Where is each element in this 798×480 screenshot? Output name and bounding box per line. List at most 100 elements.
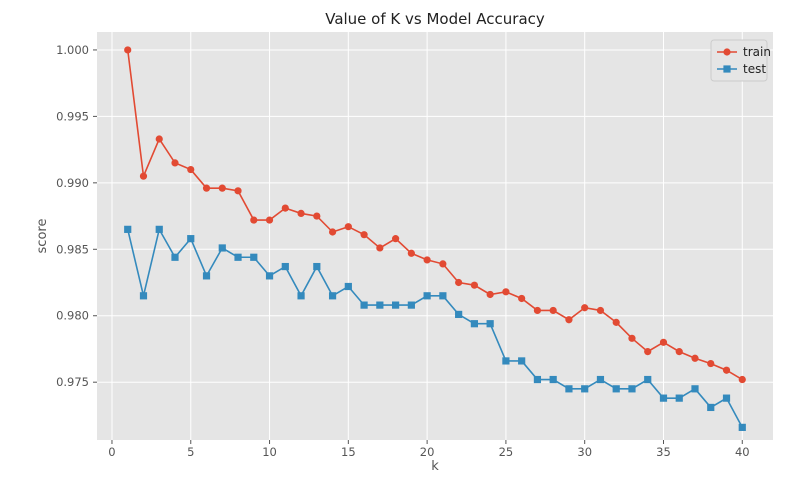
- data-point-train: [218, 184, 226, 192]
- x-axis-ticks: 0 5 10 15 20 25 30 35 40: [108, 440, 750, 459]
- x-tick-label: 5: [187, 445, 194, 459]
- data-point-train: [707, 359, 715, 368]
- data-point-test: [581, 385, 589, 393]
- data-point-train: [202, 184, 211, 192]
- series-line-test: [126, 227, 743, 428]
- data-point-train: [675, 348, 683, 356]
- data-point-train: [187, 165, 195, 174]
- data-point-test: [612, 385, 620, 393]
- y-axis-ticks: 0.975 0.980 0.985 0.990 0.995 1.000: [56, 43, 97, 389]
- data-point-train: [124, 46, 132, 54]
- y-tick-label: 1.000: [56, 43, 89, 57]
- data-point-train: [328, 228, 337, 236]
- data-point-test: [344, 282, 352, 291]
- series-test: [124, 225, 746, 431]
- data-point-train: [281, 204, 289, 212]
- data-point-train: [738, 375, 746, 384]
- data-point-train: [360, 231, 368, 239]
- data-point-train: [407, 249, 415, 257]
- data-point-train: [628, 334, 636, 342]
- data-point-test: [738, 423, 746, 431]
- legend-marker-train: [723, 48, 731, 56]
- data-point-train: [486, 290, 494, 299]
- data-point-test: [707, 403, 715, 412]
- x-tick-label: 30: [577, 445, 592, 459]
- series-layer: [124, 46, 746, 431]
- data-point-train: [691, 354, 699, 362]
- y-tick-label: 0.990: [56, 176, 89, 190]
- data-point-train: [722, 366, 731, 374]
- data-point-train: [455, 278, 463, 287]
- data-point-train: [549, 306, 557, 315]
- data-point-test: [360, 301, 368, 309]
- data-point-test: [187, 235, 195, 243]
- data-point-test: [722, 394, 731, 402]
- y-tick-label: 0.980: [56, 309, 89, 323]
- data-point-test: [250, 253, 258, 261]
- series-line-train: [126, 49, 743, 381]
- x-tick-label: 20: [420, 445, 435, 459]
- x-tick-label: 25: [499, 445, 514, 459]
- data-point-test: [549, 375, 557, 384]
- data-point-test: [328, 292, 337, 300]
- data-point-train: [565, 316, 573, 324]
- data-point-test: [518, 357, 526, 365]
- data-point-train: [423, 256, 431, 264]
- data-point-test: [691, 385, 699, 393]
- data-point-test: [533, 375, 542, 384]
- data-point-test: [392, 301, 400, 309]
- data-point-train: [171, 159, 179, 167]
- series-train: [124, 46, 746, 384]
- chart-title: Value of K vs Model Accuracy: [325, 10, 545, 28]
- data-point-test: [139, 292, 148, 300]
- data-point-test: [486, 320, 494, 328]
- data-point-train: [313, 212, 321, 220]
- y-axis-label: score: [35, 219, 50, 254]
- data-point-test: [376, 301, 384, 309]
- data-point-test: [628, 385, 636, 393]
- data-point-train: [439, 260, 447, 268]
- data-point-train: [297, 209, 305, 218]
- data-point-train: [470, 281, 478, 289]
- x-axis-label: k: [431, 459, 439, 474]
- legend-item-train: train: [717, 45, 771, 59]
- data-point-test: [423, 292, 431, 300]
- data-point-train: [533, 306, 542, 315]
- data-point-test: [644, 375, 652, 384]
- data-point-train: [644, 348, 652, 356]
- data-point-test: [596, 375, 605, 384]
- data-point-train: [659, 338, 668, 346]
- x-tick-label: 15: [341, 445, 356, 459]
- y-tick-label: 0.975: [56, 375, 89, 389]
- data-point-test: [218, 244, 226, 252]
- data-point-test: [234, 253, 242, 261]
- data-point-train: [250, 216, 258, 224]
- data-point-train: [392, 235, 400, 243]
- data-point-train: [596, 306, 605, 315]
- legend-label-test: test: [743, 62, 766, 76]
- plot-area: [97, 32, 773, 440]
- x-tick-label: 0: [108, 445, 115, 459]
- x-tick-label: 35: [656, 445, 671, 459]
- data-point-test: [502, 357, 510, 365]
- legend: train test: [710, 39, 771, 82]
- data-point-test: [439, 292, 447, 300]
- data-point-train: [155, 135, 163, 143]
- data-point-test: [124, 225, 132, 233]
- data-point-train: [234, 187, 242, 195]
- data-point-train: [518, 294, 526, 303]
- data-point-train: [612, 318, 620, 326]
- data-point-test: [265, 272, 274, 280]
- data-point-test: [675, 394, 683, 402]
- data-point-test: [470, 320, 478, 328]
- data-point-train: [581, 304, 589, 312]
- data-point-test: [155, 225, 163, 233]
- x-tick-label: 10: [262, 445, 277, 459]
- x-tick-label: 40: [735, 445, 750, 459]
- legend-label-train: train: [743, 45, 771, 59]
- legend-marker-test: [723, 65, 731, 73]
- data-point-test: [659, 394, 668, 402]
- data-point-train: [376, 244, 384, 252]
- y-tick-label: 0.995: [56, 109, 89, 123]
